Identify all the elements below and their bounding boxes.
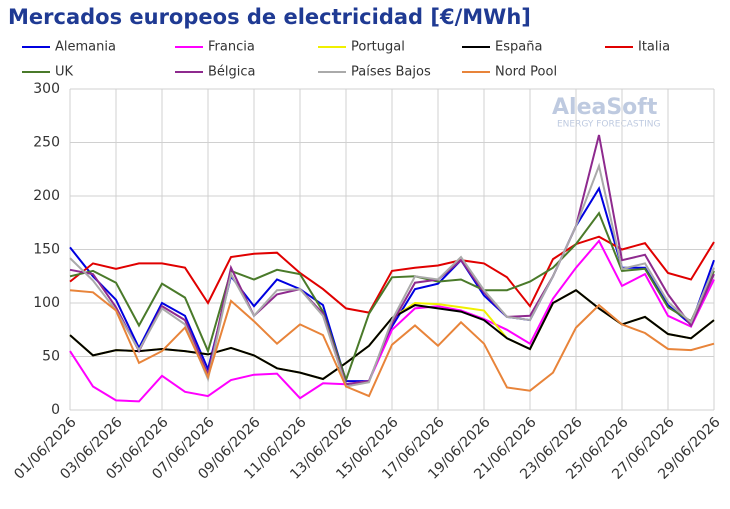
legend-label: Nord Pool [495,65,557,80]
series-line [69,235,715,314]
legend-label: Italia [638,40,670,55]
legend-label: Países Bajos [351,65,431,80]
y-tick-label: 200 [33,188,60,204]
logo: AleaSoft ENERGY FORECASTING [552,95,660,130]
logo-tagline: ENERGY FORECASTING [557,120,660,130]
series-line [69,239,715,403]
series-line [69,186,715,383]
y-tick-label: 150 [33,242,60,258]
legend-label: Francia [208,40,255,55]
y-tick-label: 0 [51,402,60,418]
y-tick-label: 50 [42,349,60,365]
series-line [69,211,715,384]
chart-title: Mercados europeos de electricidad [€/MWh… [8,5,531,29]
legend-label: Alemania [55,40,116,55]
legend-label: España [495,40,542,55]
series-line [69,162,715,388]
grid [69,88,715,411]
legend-label: Portugal [351,40,405,55]
logo-name: AleaSoft [552,95,658,120]
series-line [69,134,715,386]
legend-label: Bélgica [208,65,256,80]
y-tick-label: 100 [33,295,60,311]
y-tick-label: 300 [33,81,60,97]
legend-label: UK [55,65,74,80]
y-tick-label: 250 [33,135,60,151]
series-line [69,289,715,398]
